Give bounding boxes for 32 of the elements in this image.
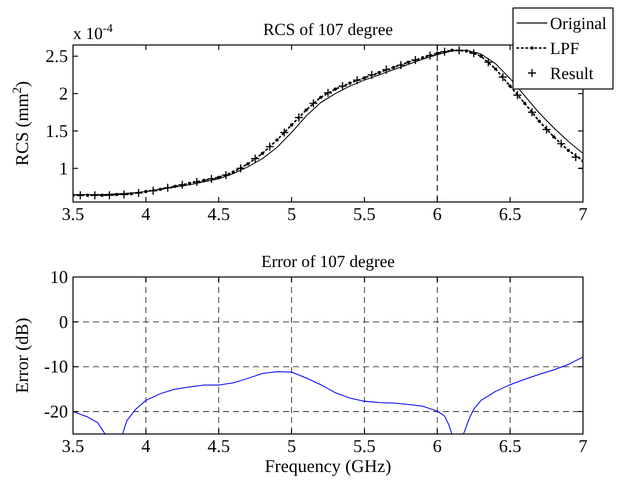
x-tick-label: 4.5 [207,204,230,224]
x-tick-label: 7 [578,204,588,224]
chart-title: Error of 107 degree [261,252,395,271]
legend-label: LPF [550,39,580,58]
y-tick-label: 2 [59,84,68,104]
y-tick-label: 2.5 [46,46,68,66]
x-tick-label: 6.5 [498,436,522,456]
y-tick-label: 10 [50,267,68,287]
legend-label: Original [550,14,607,33]
x-tick-label: 4 [141,436,150,456]
x-tick-label: 6.5 [498,204,522,224]
y-axis-title: Error (dB) [12,318,32,394]
x-tick-label: 3.5 [62,436,84,456]
x-axis-title: Frequency (GHz) [264,456,392,476]
x-tick-label: 3.5 [62,204,84,224]
y-tick-label: 1.5 [46,120,68,141]
chart-title: RCS of 107 degree [263,20,393,39]
x-tick-label: 4 [141,204,150,224]
y-tick-label: -20 [44,402,68,422]
x-tick-label: 5 [287,204,296,224]
x-tick-label: 4.5 [207,436,230,456]
x-tick-label: 6 [432,204,442,224]
x-tick-label: 5.5 [353,436,376,456]
y-tick-label: -10 [44,356,68,377]
x-tick-label: 5.5 [353,204,376,224]
y-tick-label: 1 [59,158,68,178]
text: x 10$^{-4}$ [73,21,113,43]
x-tick-label: 6 [432,436,442,456]
x-tick-label: 7 [578,436,588,456]
legend-label: Result [550,64,594,83]
y-tick-label: 0 [59,312,68,332]
x-tick-label: 5 [287,436,296,456]
